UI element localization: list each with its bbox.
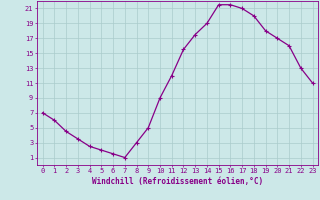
X-axis label: Windchill (Refroidissement éolien,°C): Windchill (Refroidissement éolien,°C) [92,177,263,186]
